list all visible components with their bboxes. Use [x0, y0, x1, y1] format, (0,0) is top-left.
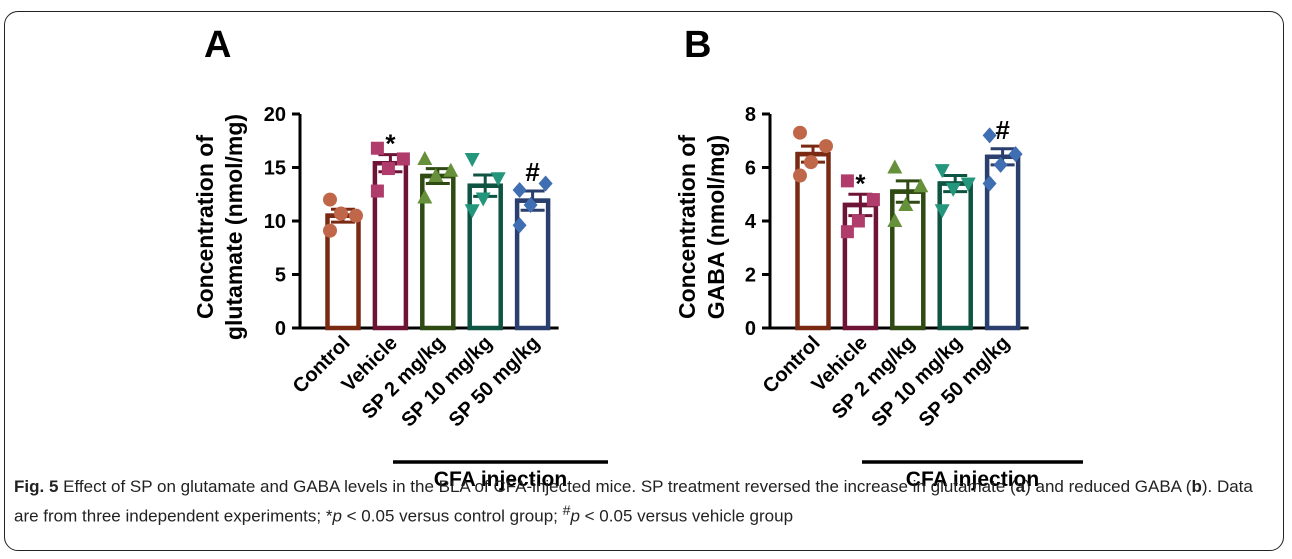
data-point-control [323, 193, 337, 207]
y-tick-label: 2 [745, 265, 756, 287]
data-point-control [349, 209, 363, 223]
data-point-control [804, 155, 818, 169]
data-point-vehicle [867, 193, 880, 206]
data-point-vehicle [371, 185, 384, 198]
data-point-sp10 [465, 204, 480, 218]
caption-p2: p [570, 507, 579, 526]
caption-text: Effect of SP on glutamate and GABA level… [63, 477, 1016, 496]
data-point-control [793, 169, 807, 183]
caption-b: b [1191, 477, 1201, 496]
data-point-control [793, 126, 807, 140]
data-point-sp2 [417, 189, 432, 203]
y-tick-label: 6 [745, 158, 756, 180]
y-axis-label: Concentration of [192, 135, 218, 319]
data-point-vehicle [841, 225, 854, 238]
y-tick-label: 4 [745, 211, 757, 233]
y-tick-label: 20 [264, 104, 286, 126]
caption-mid: ) and reduced GABA ( [1025, 477, 1191, 496]
y-axis-label: Concentration of [674, 135, 700, 319]
data-point-control [819, 139, 833, 153]
data-point-sp2 [898, 197, 913, 211]
y-tick-label: 0 [275, 318, 286, 340]
data-point-sp10 [465, 153, 480, 167]
y-tick-label: 5 [275, 265, 286, 287]
significance-marker: * [855, 168, 866, 198]
panel-a-letter: A [204, 24, 231, 66]
caption-t1: < 0.05 versus control group; [342, 507, 563, 526]
significance-marker: * [385, 129, 396, 159]
significance-marker: # [525, 157, 540, 187]
y-axis-label: GABA (nmol/mg) [703, 135, 729, 319]
data-point-sp50 [539, 176, 553, 192]
data-point-vehicle [841, 174, 854, 187]
y-axis-label: glutamate (nmol/mg) [221, 114, 247, 340]
caption-a: a [1016, 477, 1025, 496]
data-point-sp2 [887, 213, 902, 227]
y-tick-label: 8 [745, 104, 756, 126]
figure-caption: Fig. 5 Effect of SP on glutamate and GAB… [14, 474, 1276, 529]
significance-marker: # [995, 115, 1010, 145]
data-point-vehicle [397, 152, 410, 165]
caption-label: Fig. 5 [14, 477, 58, 496]
y-tick-label: 15 [264, 158, 286, 180]
data-point-sp2 [417, 151, 432, 165]
data-point-sp50 [994, 157, 1008, 173]
data-point-sp50 [983, 176, 997, 192]
bar-sp2 [892, 192, 923, 328]
panel-b-letter: B [684, 24, 711, 66]
data-point-control [334, 207, 348, 221]
data-point-sp10 [946, 183, 961, 197]
panel-a: A 0 5 10 15 20 Concentration of glutamate (nmo… [192, 24, 608, 491]
data-point-sp10 [935, 204, 950, 218]
data-point-sp50 [513, 217, 527, 233]
y-tick-label: 10 [264, 211, 286, 233]
caption-p1: p [332, 507, 341, 526]
caption-t2: < 0.05 versus vehicle group [580, 507, 793, 526]
data-point-control [323, 224, 337, 238]
data-point-vehicle [371, 142, 384, 155]
data-point-vehicle [382, 162, 395, 175]
data-point-sp2 [887, 160, 902, 174]
y-tick-label: 0 [745, 318, 756, 340]
